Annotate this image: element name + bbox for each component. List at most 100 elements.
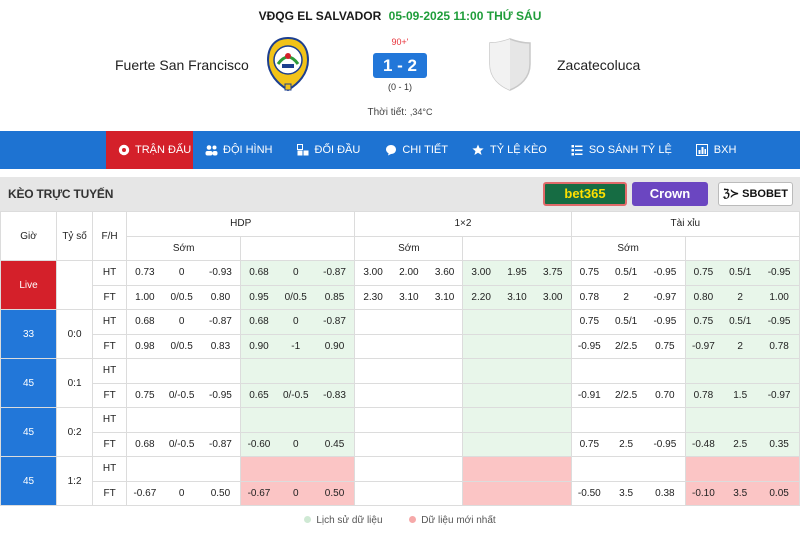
odds-cell: 0.73 — [126, 260, 163, 286]
odds-cell: 0.45 — [314, 431, 356, 457]
odds-cell: 3.75 — [534, 260, 572, 286]
odds-cell — [276, 456, 315, 482]
live-odds-header: KÈO TRỰC TUYẾN bet365 Crown ℨ≻ SBOBET — [0, 177, 800, 211]
odds-cell — [426, 480, 464, 506]
odds-cell: 0.90 — [314, 333, 356, 359]
legend: Lịch sử dữ liệu Dữ liệu mới nhất — [0, 515, 800, 526]
bookmaker-bet365-button[interactable]: bet365 — [543, 182, 627, 206]
odds-cell — [498, 431, 535, 457]
odds-cell — [426, 309, 464, 335]
odds-cell: 2 — [721, 333, 760, 359]
odds-cell: 0.75 — [126, 382, 163, 408]
odds-cell: 2.00 — [390, 260, 427, 286]
weather-label: Thời tiết: — [367, 107, 407, 118]
tab-odds[interactable]: TỶ LỆ KÈO — [460, 131, 559, 169]
odds-cell: -0.87 — [200, 431, 242, 457]
odds-cell — [354, 480, 391, 506]
odds-cell: 0.68 — [240, 260, 277, 286]
odds-cell: -0.91 — [570, 382, 608, 408]
odds-cell — [645, 407, 686, 433]
odds-cell — [354, 407, 391, 433]
tab-standings[interactable]: BXH — [684, 131, 749, 169]
row-fh: FT — [92, 284, 128, 310]
row-time: 45 — [0, 456, 58, 506]
odds-cell — [426, 407, 464, 433]
hdp-early-header: Sớm — [126, 235, 242, 261]
club-crest-icon[interactable] — [266, 36, 310, 92]
row-fh: FT — [92, 333, 128, 359]
odds-cell: 0 — [276, 480, 315, 506]
tab-details[interactable]: CHI TIẾT — [372, 131, 460, 169]
odds-cell — [645, 358, 686, 384]
odds-cell — [462, 382, 499, 408]
odds-cell: 3.00 — [354, 260, 391, 286]
odds-cell: 0 — [162, 480, 201, 506]
odds-cell: 0.85 — [314, 284, 356, 310]
odds-cell — [462, 333, 499, 359]
odds-cell: 0.68 — [126, 309, 163, 335]
odds-cell — [354, 382, 391, 408]
odds-cell: 0.78 — [684, 382, 722, 408]
ou-live-header: Live — [684, 235, 800, 261]
odds-cell: 3.5 — [721, 480, 760, 506]
odds-cell: 0.5/1 — [607, 260, 646, 286]
row-score: 1:2 — [56, 456, 94, 506]
away-team-name[interactable]: Zacatecoluca — [557, 57, 641, 73]
weather-value: ,34°C — [409, 107, 433, 117]
odds-cell — [390, 333, 427, 359]
odds-cell: 0.75 — [684, 309, 722, 335]
row-score: 0:1 — [56, 358, 94, 408]
odds-cell: 0.75 — [570, 309, 608, 335]
tab-compare-odds[interactable]: SO SÁNH TỶ LỆ — [559, 131, 684, 169]
odds-cell — [498, 382, 535, 408]
sbobet-label: SBOBET — [742, 188, 788, 200]
odds-cell — [721, 456, 760, 482]
odds-cell: 0.50 — [200, 480, 242, 506]
col-1x2-header: 1×2 — [354, 211, 572, 237]
odds-cell — [390, 382, 427, 408]
odds-cell: -0.48 — [684, 431, 722, 457]
odds-table-body: Live HT 0.73 0 -0.93 0.68 0 -0.87 3.00 2.00 3.60 3.… — [0, 260, 800, 506]
tab-match[interactable]: TRẬN ĐẤU — [106, 131, 193, 169]
tab-head-to-head[interactable]: ĐỐI ĐẦU — [285, 131, 373, 169]
bookmaker-sbobet-button[interactable]: ℨ≻ SBOBET — [718, 182, 793, 206]
row-time: 33 — [0, 309, 58, 359]
odds-cell: 2.5 — [607, 431, 646, 457]
odds-cell: 0.75 — [570, 260, 608, 286]
odds-cell — [759, 358, 800, 384]
col-time-header: Giờ — [0, 211, 58, 261]
odds-cell: -0.67 — [126, 480, 163, 506]
table-row: 45 0:2 HT — [0, 407, 800, 457]
score-box: 1 - 2 — [373, 53, 427, 78]
shield-placeholder-icon[interactable] — [488, 36, 532, 92]
odds-cell — [607, 407, 646, 433]
odds-cell: -0.93 — [200, 260, 242, 286]
odds-cell — [462, 456, 499, 482]
odds-cell: -0.95 — [645, 260, 686, 286]
odds-cell: 1.95 — [498, 260, 535, 286]
odds-cell — [534, 456, 572, 482]
odds-cell: -0.97 — [645, 284, 686, 310]
odds-cell — [426, 456, 464, 482]
odds-cell: 2 — [607, 284, 646, 310]
odds-cell: 0.38 — [645, 480, 686, 506]
halftime-score: (0 - 1) — [387, 82, 412, 92]
ou-early-header: Sớm — [570, 235, 686, 261]
odds-cell: -0.87 — [314, 260, 356, 286]
odds-cell: -0.87 — [200, 309, 242, 335]
row-fh: HT — [92, 358, 128, 384]
odds-cell: 0/0.5 — [162, 284, 201, 310]
odds-cell — [534, 358, 572, 384]
odds-cell: 0/-0.5 — [162, 431, 201, 457]
odds-cell — [426, 382, 464, 408]
odds-cell: 0/0.5 — [276, 284, 315, 310]
bookmaker-crown-button[interactable]: Crown — [632, 182, 708, 206]
odds-cell: 3.00 — [534, 284, 572, 310]
odds-cell: -0.95 — [570, 333, 608, 359]
home-team-name[interactable]: Fuerte San Francisco — [115, 57, 249, 73]
row-fh: HT — [92, 260, 128, 286]
odds-cell: 3.10 — [390, 284, 427, 310]
table-row: FT 0.68 0/-0.5 -0.87 -0.60 0 0.45 0.75 2.5 -0.95-… — [1, 431, 800, 457]
odds-cell: 0.95 — [240, 284, 277, 310]
tab-lineup[interactable]: ĐỘI HÌNH — [193, 131, 285, 169]
